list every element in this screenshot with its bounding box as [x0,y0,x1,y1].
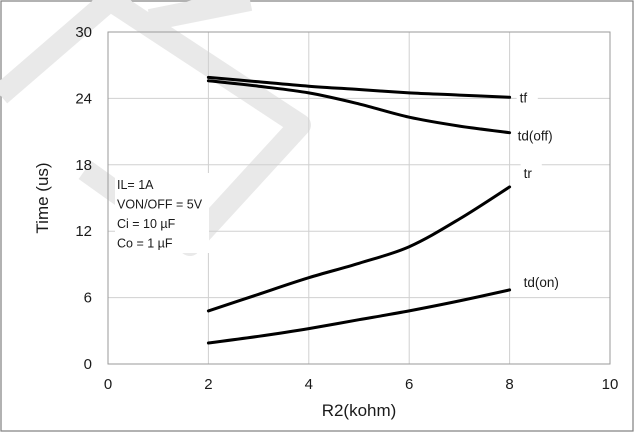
y-tick-label: 0 [84,356,92,373]
series-label-bg-td-on [520,272,573,290]
x-axis-ticks: 0 2 4 6 8 10 [104,376,619,393]
series-label-tr: tr [524,166,533,181]
x-tick-label: 4 [305,376,313,393]
y-tick-label: 18 [75,157,92,174]
x-axis-title: R2(kohm) [322,401,397,420]
y-axis-title: Time (us) [33,162,52,233]
series-label-bg-tr [520,163,542,181]
conditions-background [115,173,209,253]
y-tick-label: 6 [84,290,92,307]
series-label-bg-tf [516,88,538,106]
series-line-td-on [206,288,512,345]
series-line-td-off [206,79,512,135]
y-axis-ticks: 0 6 12 18 24 30 [75,24,92,373]
series-label-td-off: td(off) [518,129,553,144]
series-lines [206,75,512,345]
condition-label: VON/OFF = 5V [117,198,203,212]
y-tick-label: 24 [75,90,92,107]
x-tick-label: 8 [505,376,513,393]
x-tick-label: 2 [204,376,212,393]
series-line-tf [206,75,512,99]
y-tick-label: 12 [75,223,92,240]
series-label-bg-td-off [514,126,574,144]
test-conditions-box: IL= 1A VON/OFF = 5V Ci = 10 µF Co = 1 µF [115,173,209,253]
x-tick-label: 6 [405,376,413,393]
condition-label: Ci = 10 µF [117,217,176,231]
series-label-tf: tf [520,90,528,105]
y-tick-label: 30 [75,24,92,41]
x-tick-label: 10 [602,376,619,393]
series-line-tr [206,185,512,313]
series-label-td-on: td(on) [524,275,559,290]
plot-area [107,31,611,365]
condition-label: IL= 1A [117,178,154,192]
condition-label: Co = 1 µF [117,237,173,251]
x-tick-label: 0 [104,376,112,393]
series-labels: tf td(off) tr td(on) [514,88,574,290]
